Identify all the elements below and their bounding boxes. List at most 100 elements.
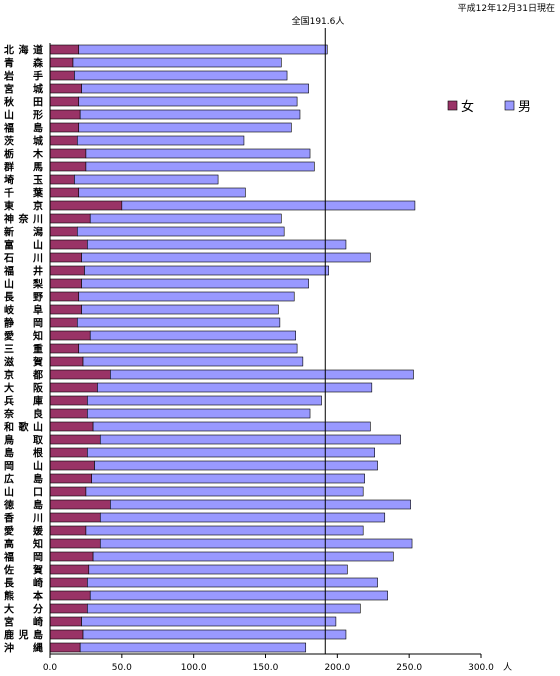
category-label: 秋田 <box>4 96 43 109</box>
bar-women <box>49 616 82 627</box>
bar-women <box>49 525 87 536</box>
bar-women <box>49 564 90 575</box>
bar-men <box>76 226 285 237</box>
bar-women <box>49 577 88 588</box>
bar-men <box>99 512 386 523</box>
category-label: 静岡 <box>4 317 43 330</box>
bar-men <box>87 603 361 614</box>
category-label: 滋賀 <box>4 356 43 369</box>
category-label: 千葉 <box>4 187 44 200</box>
bar-men <box>85 525 364 536</box>
bar-men <box>78 343 298 354</box>
legend-swatch <box>447 100 458 111</box>
bar-women <box>49 200 123 211</box>
x-tick-label: 50.0 <box>112 663 132 673</box>
category-label: 鹿児島 <box>4 629 43 642</box>
category-label: 岩手 <box>3 70 43 83</box>
category-label: 高知 <box>4 538 43 551</box>
bar-women <box>49 174 75 185</box>
bar-women <box>49 408 88 419</box>
bar-men <box>121 200 416 211</box>
bar-women <box>49 330 91 341</box>
bar-women <box>49 96 80 107</box>
bar-men <box>76 135 245 146</box>
bar-women <box>49 395 88 406</box>
category-label: 群馬 <box>4 161 43 174</box>
bar-men <box>78 187 246 198</box>
bar-men <box>87 395 322 406</box>
legend: 女男 <box>447 99 531 115</box>
bar-men <box>85 486 364 497</box>
bar-women <box>49 590 91 601</box>
bar-men <box>94 460 378 471</box>
x-axis-ticks: 0.0 50.0 100.0 150.0 200.0 250.0 300.0 人 <box>43 654 512 673</box>
bar-men <box>81 83 309 94</box>
x-axis-unit: 人 <box>503 662 512 673</box>
category-label: 愛知 <box>4 330 43 343</box>
category-label: 福井 <box>3 265 43 278</box>
bar-men <box>85 148 311 159</box>
bar-men <box>99 434 401 445</box>
bar-women <box>49 252 82 263</box>
category-label: 奈良 <box>3 408 43 421</box>
x-tick-label: 150.0 <box>253 663 279 673</box>
category-label: 宮崎 <box>4 616 43 629</box>
bar-women <box>49 161 87 172</box>
legend-label: 男 <box>518 100 531 115</box>
category-label: 三重 <box>4 343 43 356</box>
bar-men <box>72 57 282 68</box>
bar-men <box>85 161 315 172</box>
legend-swatch <box>504 100 515 111</box>
category-label: 大分 <box>4 603 43 616</box>
legend-label: 女 <box>461 99 474 115</box>
bar-men <box>78 96 298 107</box>
bar-men <box>97 382 373 393</box>
bar-men <box>89 590 388 601</box>
category-label: 和歌山 <box>3 421 43 434</box>
category-label: 新潟 <box>4 226 43 239</box>
bar-men <box>87 408 311 419</box>
x-tick-label: 250.0 <box>396 663 422 673</box>
bar-men <box>76 317 281 328</box>
bar-men <box>92 421 371 432</box>
bar-women <box>49 499 111 510</box>
category-label: 大阪 <box>4 382 44 395</box>
category-label: 島根 <box>4 447 43 460</box>
bar-women <box>49 356 84 367</box>
bar-women <box>49 343 80 354</box>
bar-women <box>49 278 82 289</box>
bars-layer <box>49 44 416 653</box>
bar-men <box>82 629 347 640</box>
bar-men <box>91 473 365 484</box>
category-label: 東京 <box>4 200 43 213</box>
bar-women <box>49 629 84 640</box>
category-label: 栃木 <box>4 148 44 161</box>
bar-women <box>49 603 88 614</box>
bar-women <box>49 135 78 146</box>
bar-women <box>49 291 80 302</box>
category-label: 北海道 <box>4 44 43 57</box>
category-label: 愛媛 <box>4 525 44 538</box>
bar-women <box>49 265 85 276</box>
x-tick-label: 0.0 <box>43 663 58 673</box>
category-label: 沖縄 <box>4 642 43 655</box>
bar-women <box>49 512 101 523</box>
x-tick-label: 200.0 <box>324 663 350 673</box>
bar-women <box>49 421 94 432</box>
bar-women <box>49 187 80 198</box>
category-label: 神奈川 <box>4 213 43 226</box>
bar-women <box>49 109 81 120</box>
category-label: 岐阜 <box>4 304 43 317</box>
bar-women <box>49 317 78 328</box>
bar-women <box>49 213 91 224</box>
reference-label: 全国191.6人 <box>292 15 345 27</box>
bar-women <box>49 122 80 133</box>
bar-women <box>49 57 74 68</box>
bar-women <box>49 239 88 250</box>
category-label: 埼玉 <box>4 174 43 187</box>
bar-women <box>49 226 78 237</box>
bar-men <box>82 356 304 367</box>
category-label: 佐賀 <box>3 564 43 577</box>
x-tick-label: 300.0 <box>468 663 494 673</box>
bar-women <box>49 460 95 471</box>
